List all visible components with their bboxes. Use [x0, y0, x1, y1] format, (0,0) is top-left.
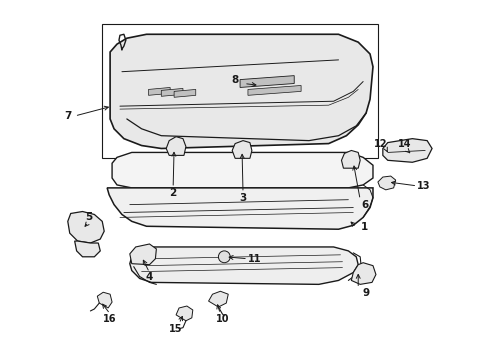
- Polygon shape: [161, 89, 183, 96]
- Polygon shape: [75, 241, 100, 257]
- Polygon shape: [129, 244, 156, 265]
- Text: 10: 10: [215, 314, 229, 324]
- Polygon shape: [341, 150, 360, 168]
- Polygon shape: [112, 152, 372, 188]
- Polygon shape: [247, 85, 301, 95]
- Polygon shape: [377, 176, 395, 190]
- Polygon shape: [129, 247, 358, 284]
- Polygon shape: [240, 76, 294, 87]
- Text: 14: 14: [397, 139, 410, 149]
- Text: 3: 3: [239, 193, 246, 203]
- Text: 12: 12: [373, 139, 387, 149]
- Polygon shape: [208, 291, 228, 307]
- Polygon shape: [110, 34, 372, 148]
- Circle shape: [218, 251, 230, 263]
- Text: 5: 5: [84, 212, 92, 222]
- Text: 6: 6: [361, 199, 368, 210]
- Text: 15: 15: [169, 324, 183, 334]
- Text: 8: 8: [231, 75, 238, 85]
- Text: 16: 16: [103, 314, 117, 324]
- Polygon shape: [232, 141, 251, 158]
- Text: 7: 7: [64, 111, 71, 121]
- Polygon shape: [174, 89, 195, 97]
- Polygon shape: [107, 188, 372, 229]
- Polygon shape: [148, 87, 170, 95]
- Text: 11: 11: [247, 254, 261, 264]
- Text: 9: 9: [362, 288, 369, 298]
- Text: 1: 1: [360, 222, 367, 232]
- Polygon shape: [97, 292, 112, 308]
- Polygon shape: [382, 139, 431, 162]
- Text: 13: 13: [416, 181, 429, 191]
- Text: 2: 2: [169, 188, 176, 198]
- Polygon shape: [68, 212, 104, 243]
- Text: 4: 4: [145, 273, 153, 283]
- Polygon shape: [350, 263, 375, 284]
- Polygon shape: [176, 306, 192, 321]
- Polygon shape: [166, 137, 185, 156]
